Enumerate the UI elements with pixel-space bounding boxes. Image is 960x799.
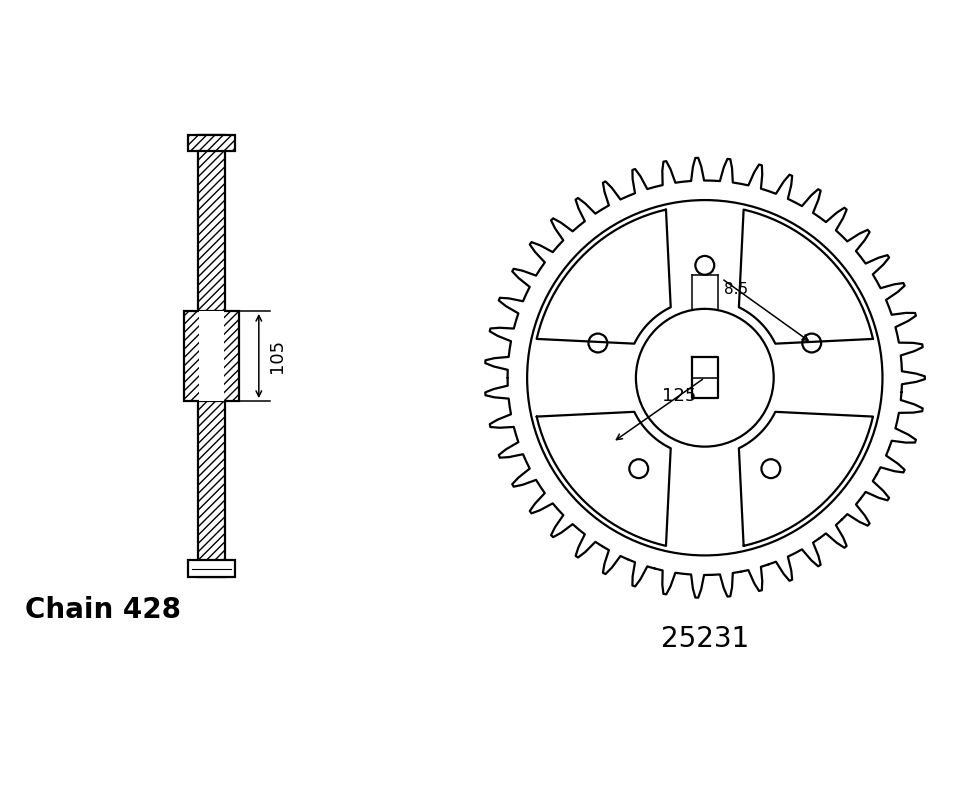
Text: 25231: 25231 — [660, 625, 749, 653]
Text: 125: 125 — [662, 387, 697, 405]
Bar — [188, 135, 235, 152]
Text: 8.5: 8.5 — [724, 282, 748, 297]
Bar — [188, 560, 235, 577]
Text: 105: 105 — [268, 339, 286, 373]
Bar — [223, 311, 239, 401]
Bar — [198, 135, 226, 577]
Text: Chain 428: Chain 428 — [25, 596, 180, 624]
Bar — [188, 135, 235, 152]
Bar — [200, 311, 224, 401]
Bar — [184, 311, 201, 401]
Bar — [184, 311, 239, 401]
Bar — [198, 135, 226, 577]
